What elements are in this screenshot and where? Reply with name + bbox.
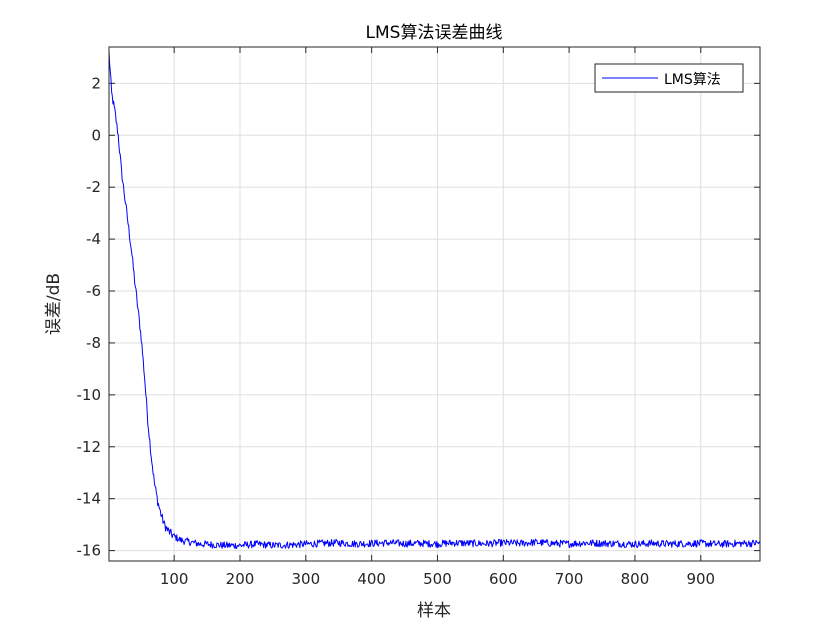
y-tick-label: 0 — [91, 126, 101, 144]
y-tick-label: -8 — [86, 334, 101, 352]
legend: LMS算法 — [594, 63, 744, 93]
y-axis-label: 误差/dB — [44, 273, 64, 335]
tick-marks — [109, 47, 760, 561]
legend-label-lms: LMS算法 — [664, 72, 721, 88]
grid-lines — [109, 47, 760, 561]
series-line-lms — [108, 50, 761, 550]
plot-area — [109, 47, 760, 561]
x-tick-label: 200 — [226, 570, 255, 588]
x-tick-labels: 100 200 300 400 500 600 700 800 900 — [160, 570, 715, 588]
y-tick-label: 2 — [91, 74, 101, 92]
axes-box — [108, 46, 761, 562]
chart-title: LMS算法误差曲线 — [366, 23, 503, 43]
x-tick-label: 300 — [291, 570, 320, 588]
y-tick-label: -2 — [86, 178, 101, 196]
x-tick-label: 900 — [686, 570, 715, 588]
y-tick-label: -12 — [77, 438, 102, 456]
y-tick-label: -16 — [77, 542, 102, 560]
x-tick-label: 400 — [357, 570, 386, 588]
y-tick-label: -6 — [86, 282, 101, 300]
y-tick-label: -4 — [86, 230, 101, 248]
series-layer — [108, 50, 761, 550]
y-tick-label: -14 — [77, 490, 102, 508]
x-tick-label: 800 — [621, 570, 650, 588]
x-tick-label: 500 — [423, 570, 452, 588]
x-tick-label: 600 — [489, 570, 518, 588]
y-tick-labels: 2 0 -2 -4 -6 -8 -10 -12 -14 -16 — [77, 74, 102, 559]
x-tick-label: 700 — [555, 570, 584, 588]
x-axis-label: 样本 — [417, 601, 451, 621]
x-tick-label: 100 — [160, 570, 189, 588]
y-tick-label: -10 — [77, 386, 102, 404]
